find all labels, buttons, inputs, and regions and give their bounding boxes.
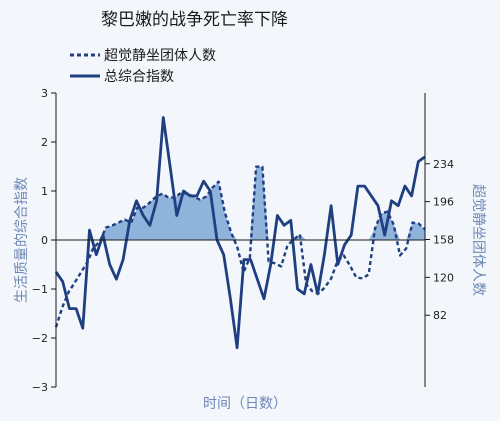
right-tick-label: 82 [433,309,447,322]
left-tick-label: −1 [32,283,48,296]
right-tick-label: 196 [433,196,454,209]
left-tick-label: 1 [41,185,48,198]
series-line-composite-index [54,116,426,350]
left-tick-label: 2 [41,136,48,149]
left-ticks: 3 2 1 0 −1 −2 −3 [32,87,56,394]
right-tick-label: 158 [433,234,454,247]
legend-label-group-size: 超觉静坐团体人数 [104,48,216,64]
legend-label-composite-index: 总综合指数 [104,69,174,85]
right-axis-title: 超觉静坐团体人数 [470,184,486,296]
line-layer [54,116,426,350]
left-tick-label: −2 [32,332,48,345]
x-axis-title: 时间（日数） [203,396,287,412]
right-tick-label: 234 [433,158,454,171]
left-axis-title: 生活质量的综合指数 [14,177,30,303]
right-tick-label: 120 [433,271,454,284]
left-tick-label: −3 [32,381,48,394]
left-tick-label: 3 [41,87,48,100]
left-tick-label: 0 [41,234,48,247]
right-ticks: 82 120 158 196 234 [425,158,454,322]
chart-title: 黎巴嫩的战争死亡率下降 [101,10,288,30]
